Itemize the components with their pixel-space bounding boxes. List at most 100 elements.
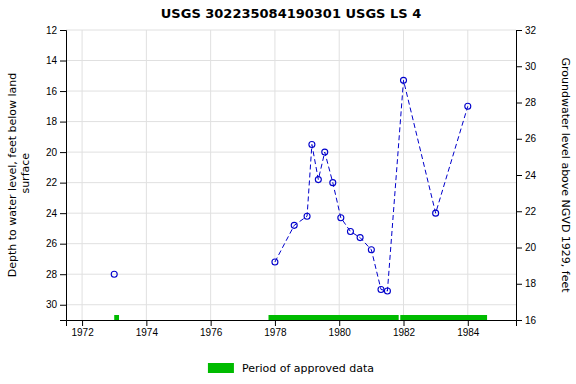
y2-axis-title: Groundwater level above NGVD 1929, feet — [559, 57, 572, 293]
tick: 1984 — [457, 320, 480, 338]
grid-line — [274, 30, 275, 320]
tick: 18 — [46, 116, 66, 127]
tick-mark — [516, 139, 522, 140]
point — [347, 228, 353, 234]
tick: 16 — [46, 86, 66, 97]
point — [378, 286, 384, 292]
tick-mark — [468, 320, 469, 326]
legend: Period of approved data — [208, 362, 374, 375]
tick-mark — [516, 66, 522, 67]
tick-label: 14 — [46, 55, 58, 66]
tick: 26 — [516, 133, 537, 144]
tick-mark — [60, 183, 66, 184]
tick-label: 1984 — [457, 327, 480, 338]
grid-line — [66, 304, 516, 305]
tick-mark — [60, 152, 66, 153]
grid-line — [66, 243, 516, 244]
tick: 20 — [46, 147, 66, 158]
grid-line — [66, 213, 516, 214]
tick-mark — [275, 320, 276, 326]
tick: 1972 — [71, 320, 94, 338]
grid-line — [210, 30, 211, 320]
axis-line — [60, 31, 67, 321]
tick: 28 — [516, 97, 537, 108]
tick-label: 24 — [525, 170, 537, 181]
tick: 1976 — [200, 320, 223, 338]
chart: 1972 1974 1976 1978 1980 1982 1984 12 14 16 18 20 22… — [0, 0, 576, 384]
tick-label: 12 — [46, 25, 58, 36]
tick: 18 — [516, 278, 537, 289]
tick-mark — [60, 122, 66, 123]
tick-label: 26 — [46, 238, 58, 249]
grid-line — [467, 30, 468, 320]
tick: 16 — [516, 315, 537, 326]
point — [433, 210, 439, 216]
y-axis-title: Depth to water level, feet below land su… — [6, 73, 32, 278]
tick-mark — [82, 320, 83, 326]
tick-mark — [516, 320, 522, 321]
plot: 1972 1974 1976 1978 1980 1982 1984 12 14 16 18 20 22… — [46, 25, 537, 338]
legend-swatch — [208, 363, 234, 373]
tick-mark — [516, 284, 522, 285]
tick: 14 — [46, 55, 66, 66]
tick: 1974 — [136, 320, 159, 338]
point — [384, 288, 390, 294]
tick-mark — [516, 30, 522, 31]
tick-label: 1982 — [393, 327, 416, 338]
grid-line — [66, 274, 516, 275]
tick: 1978 — [264, 320, 287, 338]
tick: 20 — [516, 242, 537, 253]
point — [357, 235, 363, 241]
tick: 22 — [516, 206, 537, 217]
axis-line — [517, 31, 523, 321]
tick: 1980 — [329, 320, 352, 338]
grid-line — [66, 60, 516, 61]
marks — [111, 77, 487, 320]
tick-mark — [211, 320, 212, 326]
tick-label: 16 — [525, 315, 537, 326]
tick-mark — [516, 211, 522, 212]
title: USGS 302235084190301 USGS LS 4 — [161, 6, 421, 21]
y-axis: 12 14 16 18 20 22 24 26 28 30 — [46, 25, 67, 321]
tick-label: 30 — [525, 61, 537, 72]
grid-line — [403, 30, 404, 320]
tick: 28 — [46, 269, 66, 280]
point — [338, 215, 344, 221]
point — [401, 77, 407, 83]
tick-mark — [60, 61, 66, 62]
point — [465, 103, 471, 109]
tick-label: 30 — [46, 299, 58, 310]
axis-line — [67, 321, 517, 327]
point — [368, 247, 374, 253]
tick: 26 — [46, 238, 66, 249]
grid-line — [66, 152, 516, 153]
tick-mark — [60, 91, 66, 92]
tick-mark — [516, 175, 522, 176]
tick-mark — [516, 248, 522, 249]
point — [309, 141, 315, 147]
x-axis: 1972 1974 1976 1978 1980 1982 1984 — [67, 320, 517, 338]
tick-mark — [146, 320, 147, 326]
grid-line — [82, 30, 83, 320]
tick-mark — [60, 30, 66, 31]
approved-period — [114, 315, 119, 320]
tick-label: 22 — [525, 206, 537, 217]
series-line — [275, 80, 468, 291]
legend-label: Period of approved data — [242, 362, 374, 375]
tick: 22 — [46, 177, 66, 188]
tick: 1982 — [393, 320, 416, 338]
approved-period — [400, 315, 487, 320]
point — [330, 180, 336, 186]
point — [304, 213, 310, 219]
tick-label: 26 — [525, 133, 537, 144]
grid — [66, 30, 516, 320]
tick: 30 — [516, 61, 537, 72]
tick-label: 28 — [46, 269, 58, 280]
tick-label: 24 — [46, 208, 58, 219]
tick-label: 1972 — [71, 327, 94, 338]
tick-label: 1978 — [264, 327, 287, 338]
grid-line — [66, 121, 516, 122]
tick-mark — [60, 244, 66, 245]
tick-label: 18 — [46, 116, 58, 127]
tick-label: 32 — [525, 25, 537, 36]
